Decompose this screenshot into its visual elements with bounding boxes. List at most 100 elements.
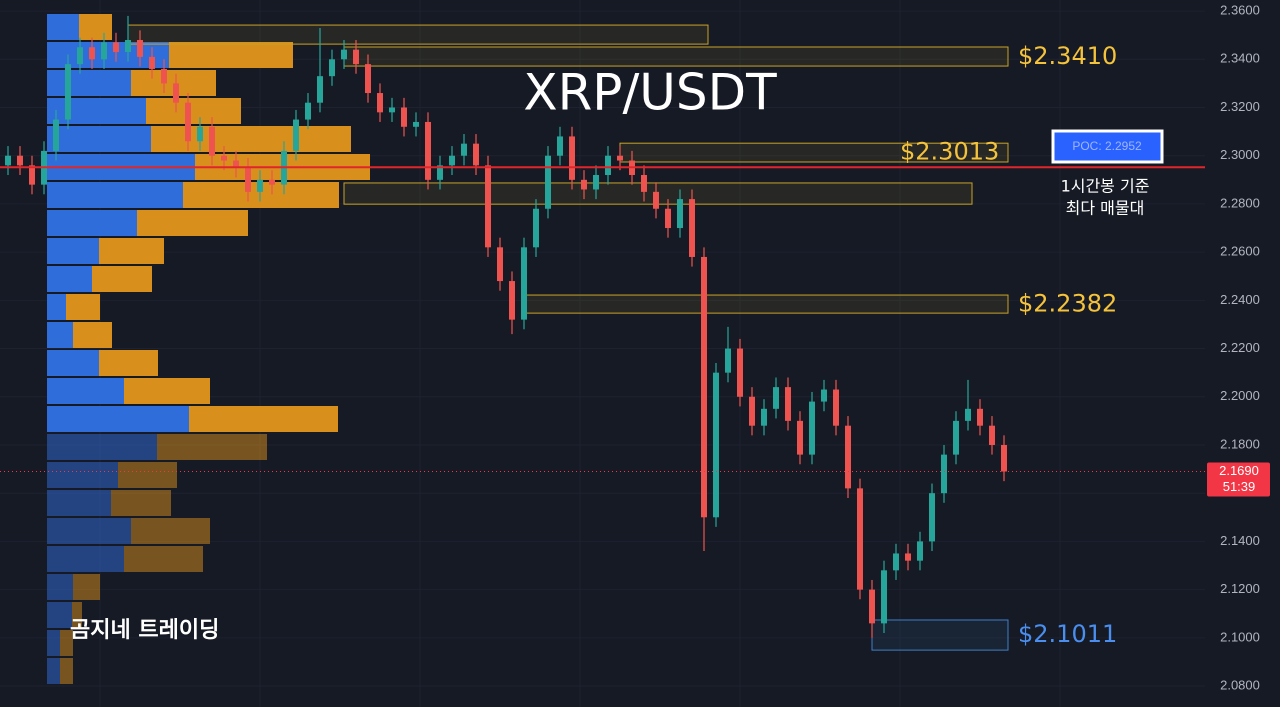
profile-buy [47,574,73,600]
candle-body [617,155,623,161]
profile-sell [118,462,177,488]
y-tick-label: 2.3600 [1220,3,1260,18]
candle-body [17,155,23,166]
profile-sell [66,294,100,320]
candle-body [401,107,407,127]
profile-sell [73,322,112,348]
countdown: 51:39 [1223,479,1256,494]
candle-body [365,64,371,94]
profile-buy [47,518,131,544]
candle-body [569,136,575,180]
candle-body [329,59,335,77]
candle-body [389,107,395,113]
overlay: POC: 2.2952 $2.3410 $2.3013 $2.2382 $2.1011 2… [0,42,1270,648]
profile-buy [47,14,79,40]
profile-sell [124,378,210,404]
candle-body [425,121,431,180]
candle-body [449,155,455,166]
profile-sell [111,490,171,516]
candle-body [353,49,359,65]
profile-buy [47,266,92,292]
profile-sell [151,126,351,152]
candle-body [413,121,419,127]
candle-body [953,420,959,455]
candle-body [893,553,899,571]
candle-body [749,396,755,426]
profile-buy [47,602,72,628]
profile-buy [47,630,60,656]
candle-body [233,160,239,168]
candle-body [149,56,155,69]
profile-buy [47,406,189,432]
profile-buy [47,350,99,376]
candle-body [125,40,131,53]
y-tick-label: 2.2000 [1220,388,1260,403]
y-tick-label: 2.1800 [1220,436,1260,451]
candle-body [941,454,947,494]
candle-body [989,425,995,445]
candle-body [809,401,815,455]
candle-body [845,425,851,489]
poc-box [1051,129,1164,164]
candle-body [269,179,275,185]
chart-title: XRP/USDT [523,64,777,122]
candle-body [197,126,203,142]
y-tick-label: 2.2400 [1220,292,1260,307]
candle-body [593,175,599,190]
candle-body [725,348,731,373]
candle-body [917,541,923,561]
candle-body [797,420,803,455]
candle-body [185,102,191,142]
candle-body [701,256,707,518]
profile-buy [47,658,60,684]
profile-buy [47,126,151,152]
profile-sell [131,518,210,544]
y-tick-label: 2.0800 [1220,677,1260,692]
y-tick-label: 2.2200 [1220,340,1260,355]
profile-sell [169,42,293,68]
candle-body [641,175,647,192]
profile-buy [47,42,169,68]
candle-body [53,119,59,151]
profile-sell [124,546,203,572]
candle-body [209,126,215,156]
profile-sell [60,630,73,656]
candle-body [5,155,11,166]
candle-body [437,165,443,180]
profile-buy [47,378,124,404]
note-line: 1시간봉 기준 [1061,177,1150,196]
candle-body [137,40,143,57]
note-line: 최다 매물대 [1066,199,1145,218]
price-annotation: $2.2382 [1018,290,1117,318]
candle-body [905,553,911,561]
candle-body [689,199,695,257]
profile-buy [47,546,124,572]
y-tick-label: 2.2800 [1220,195,1260,210]
candle-body [713,372,719,518]
zone [523,294,1009,314]
candle-body [677,199,683,229]
zone [127,24,709,45]
candle-body [653,191,659,209]
profile-sell [92,266,152,292]
candle-body [881,570,887,624]
candle-body [113,42,119,53]
candle-body [821,389,827,402]
profile-sell [73,574,100,600]
candle-body [509,281,515,320]
price-annotation: $2.3013 [900,138,999,166]
profile-sell [79,14,112,40]
candle-body [65,64,71,120]
candle-body [665,208,671,229]
last-price-box [1207,462,1270,497]
y-tick-label: 2.1400 [1220,533,1260,548]
profile-buy [47,294,66,320]
profile-buy [47,322,73,348]
candle-body [101,42,107,60]
candle-body [89,47,95,60]
poc-label: POC: 2.2952 [1072,139,1142,153]
candle-body [221,155,227,161]
